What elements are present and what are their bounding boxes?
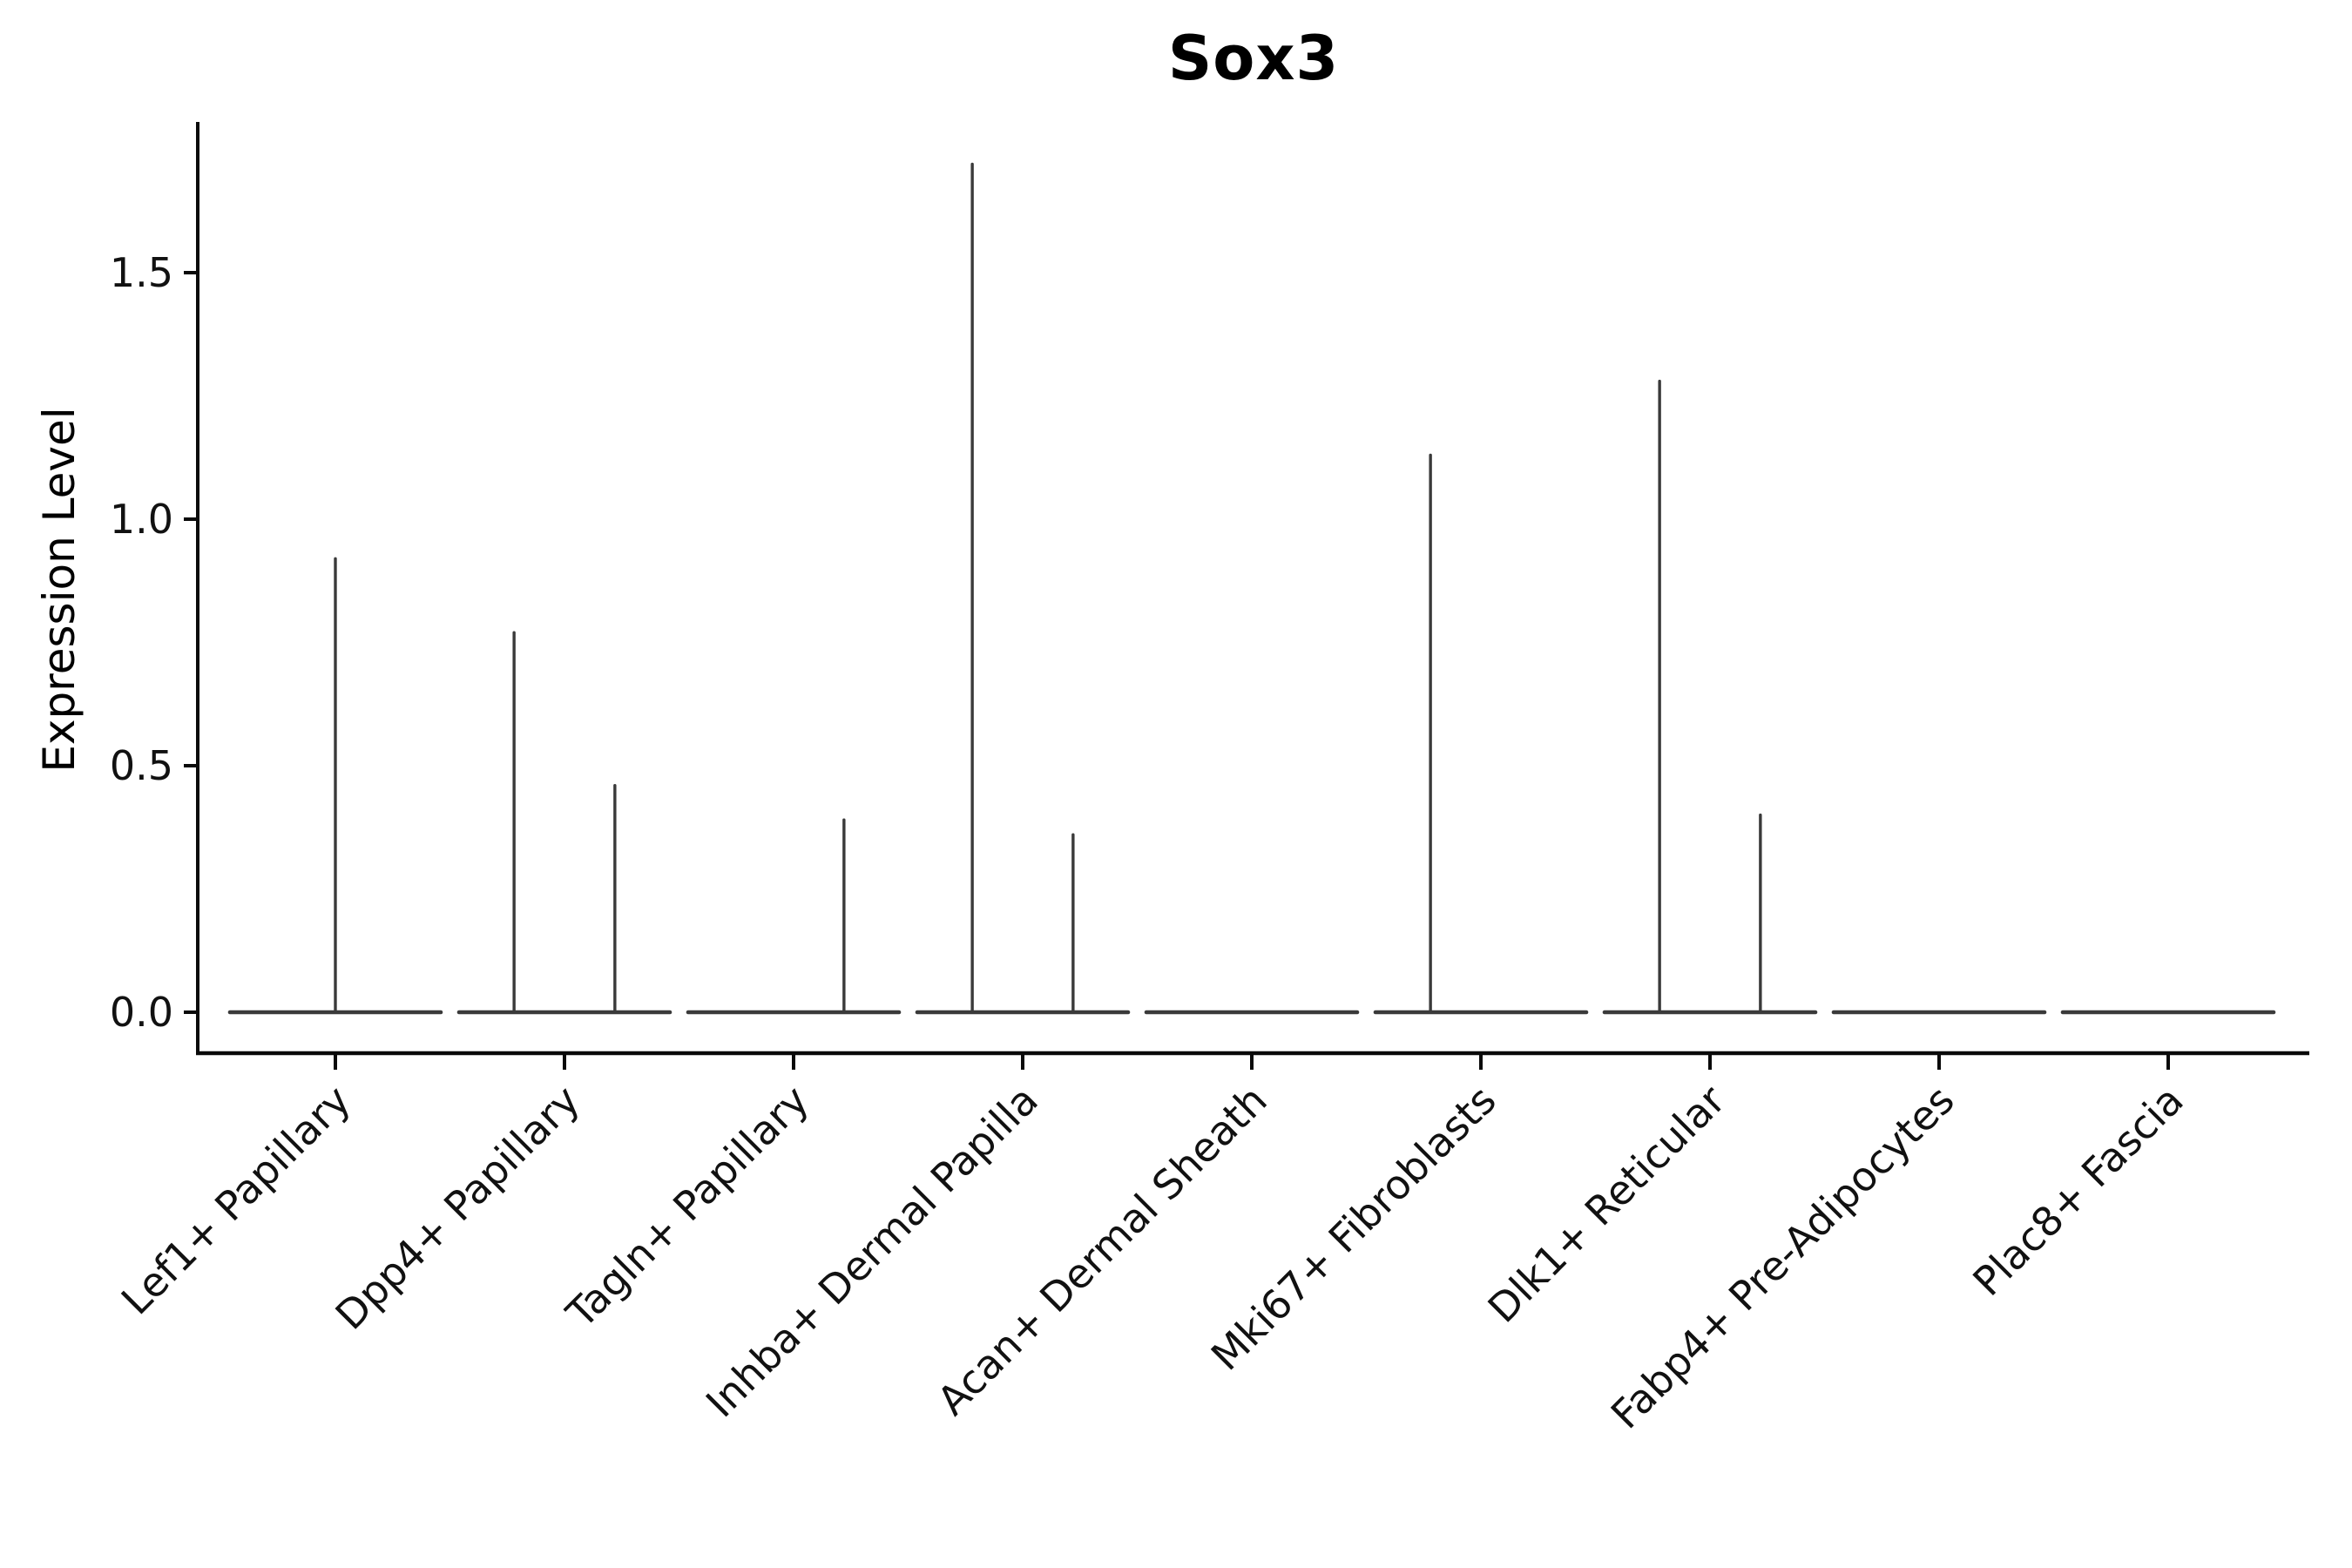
x-tick-label: Plac8+ Fascia (1963, 1077, 2192, 1305)
y-tick-label: 1.5 (110, 249, 173, 296)
y-tick-label: 0.5 (110, 742, 173, 789)
x-tick-label: Lef1+ Papillary (112, 1077, 360, 1324)
y-tick-label: 1.0 (110, 496, 173, 543)
chart-title: Sox3 (1167, 23, 1340, 94)
x-tick-label: Tagln+ Papillary (557, 1077, 818, 1338)
x-tick-label: Dlk1+ Reticular (1479, 1077, 1734, 1332)
y-tick-label: 0.0 (110, 989, 173, 1036)
x-tick-label: Dpp4+ Papillary (327, 1077, 589, 1339)
